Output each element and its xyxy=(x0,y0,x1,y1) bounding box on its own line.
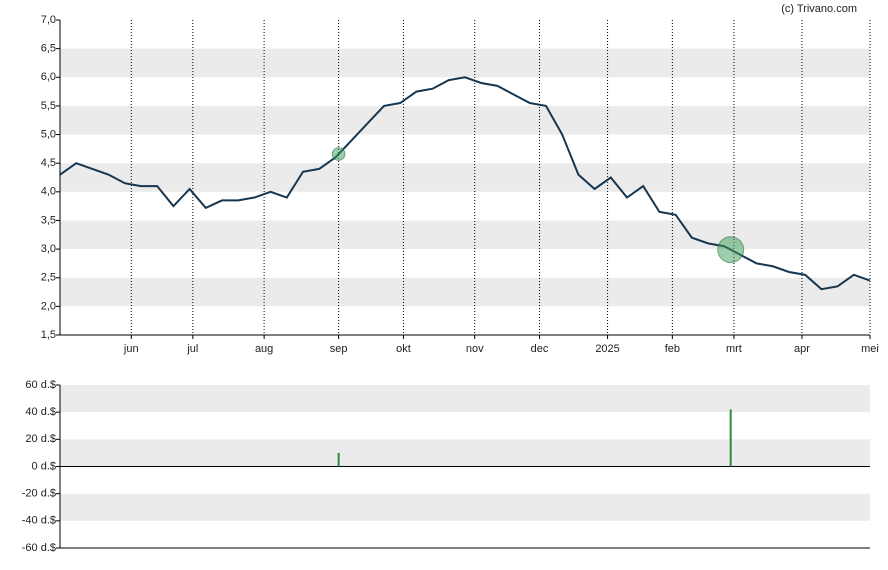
x-tick-label: jun xyxy=(123,343,139,355)
grid-band xyxy=(60,105,870,135)
source: (c) Trivano.com xyxy=(781,3,857,15)
y-tick-label: 20 d.$ xyxy=(25,433,56,445)
y-tick-label: 1,5 xyxy=(41,329,56,341)
grid-band xyxy=(60,277,870,307)
y-tick-label: 2,0 xyxy=(41,300,56,312)
grid-band xyxy=(60,385,870,413)
x-tick-label: mei xyxy=(861,343,879,355)
y-tick-label: 6,0 xyxy=(41,71,56,83)
y-tick-label: 5,5 xyxy=(41,100,56,112)
event-marker xyxy=(717,236,745,264)
y-tick-label: 3,5 xyxy=(41,214,56,226)
x-tick-label: aug xyxy=(255,343,273,355)
y-tick-label: 6,5 xyxy=(41,43,56,55)
x-tick-label: dec xyxy=(531,343,549,355)
y-tick-label: -40 d.$ xyxy=(22,515,56,527)
x-tick-label: okt xyxy=(396,343,411,355)
y-tick-label: 5,0 xyxy=(41,128,56,140)
x-tick-label: mrt xyxy=(726,343,742,355)
y-tick-label: 40 d.$ xyxy=(25,406,56,418)
y-tick-label: 0 d.$ xyxy=(32,460,56,472)
y-tick-label: 4,5 xyxy=(41,157,56,169)
y-tick-label: 60 d.$ xyxy=(25,379,56,391)
y-tick-label: -20 d.$ xyxy=(22,488,56,500)
x-tick-label: jul xyxy=(186,343,198,355)
y-tick-label: 4,0 xyxy=(41,186,56,198)
bar xyxy=(337,452,340,467)
y-tick-label: 7,0 xyxy=(41,14,56,26)
x-tick-label: apr xyxy=(794,343,810,355)
grid-band xyxy=(60,48,870,78)
y-tick-label: 3,0 xyxy=(41,243,56,255)
grid-band xyxy=(60,220,870,250)
event-marker xyxy=(331,147,346,161)
grid-band xyxy=(60,493,870,521)
y-tick-label: -60 d.$ xyxy=(22,542,56,554)
grid-band xyxy=(60,163,870,192)
y-tick-label: 2,5 xyxy=(41,272,56,284)
bar xyxy=(729,409,732,467)
x-tick-label: sep xyxy=(330,343,348,355)
grid-band xyxy=(60,439,870,467)
x-tick-label: nov xyxy=(466,343,484,355)
x-tick-label: feb xyxy=(665,343,680,355)
x-tick-label: 2025 xyxy=(595,343,619,355)
